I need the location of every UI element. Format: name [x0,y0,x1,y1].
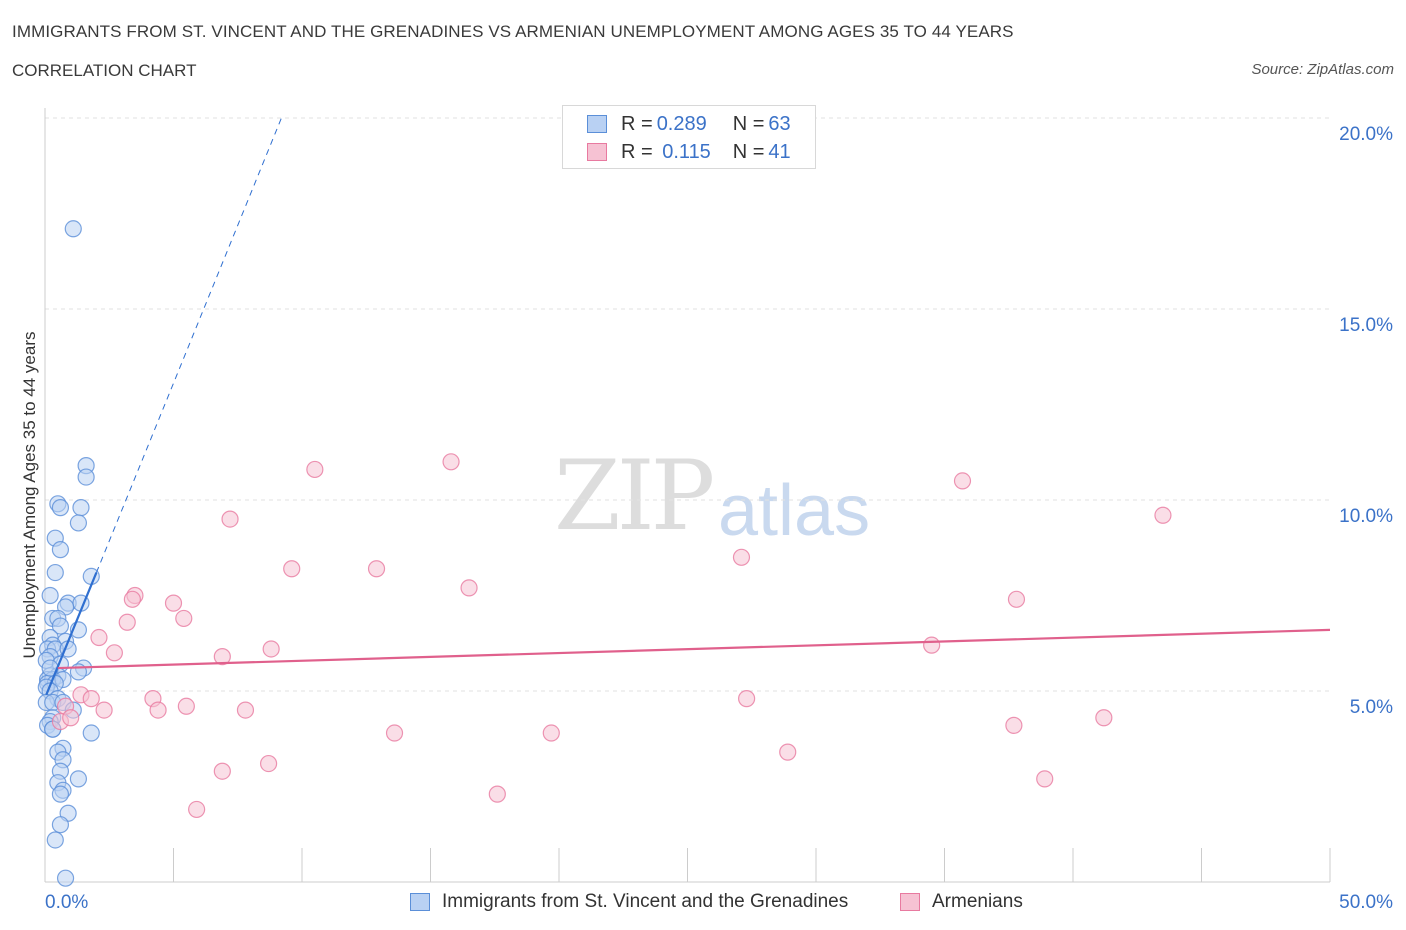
r-label-pink: R = [621,140,653,163]
n-value-pink: 41 [768,140,791,163]
blue-data-point [56,869,75,887]
pink-data-point [213,648,231,666]
pink-data-point [123,590,141,608]
pink-data-point [1005,716,1023,734]
blue-trend-extension [95,117,282,573]
legend-blue-label: Immigrants from St. Vincent and the Gren… [442,891,849,912]
legend-pink-label: Armenians [932,891,1023,912]
pink-data-point [259,754,278,773]
r-label-blue: R = [621,112,653,135]
pink-data-point [283,560,301,578]
pink-data-point [738,690,756,708]
blue-data-point [41,586,59,605]
pink-data-point [385,724,404,742]
blue-data-point [64,220,82,238]
y-tick-label: 10.0% [1339,506,1393,527]
pink-data-point [188,800,206,819]
stats-legend-row-pink: R = 0.115 N = 41 [587,138,791,166]
pink-trend-line [57,628,1331,670]
pink-data-point [1154,506,1172,524]
pink-data-point [732,548,751,566]
pink-data-point [213,762,231,780]
blue-data-point [51,541,70,559]
pink-data-point [542,724,560,742]
pink-data-point [221,510,239,528]
pink-swatch-icon [587,143,607,161]
pink-data-point [1036,770,1054,788]
y-tick-label: 20.0% [1339,124,1393,145]
pink-data-point [442,453,460,471]
blue-data-point [51,785,70,803]
blue-data-point [82,724,100,742]
legend-pink-swatch-icon [900,893,920,911]
pink-data-point [149,701,167,719]
watermark-atlas: atlas [718,471,871,551]
blue-data-point [51,617,70,635]
n-label-pink: N = [732,140,765,163]
legend-blue-swatch-icon [410,893,430,911]
pink-data-point [1007,590,1026,608]
blue-data-point [77,468,95,486]
source-label: Source: ZipAtlas.com [1251,61,1394,78]
blue-data-point [51,816,70,834]
pink-data-point [367,560,386,578]
y-tick-label: 15.0% [1339,315,1393,336]
blue-swatch-icon [587,115,607,133]
pink-data-point [236,701,255,719]
pink-data-point [164,594,183,612]
pink-data-point [105,644,123,662]
r-value-pink: 0.115 [656,140,711,163]
blue-data-point [51,499,70,517]
chart-title: IMMIGRANTS FROM ST. VINCENT AND THE GREN… [12,22,1014,41]
pink-data-point [953,472,972,490]
pink-data-point [488,785,506,803]
series-legend-blue: Immigrants from St. Vincent and the Gren… [410,889,848,915]
pink-data-point [923,636,941,654]
pink-data-point [95,701,113,719]
x-tick-label: 0.0% [45,892,88,913]
stats-legend-row-blue: R = 0.289 N = 63 [587,110,791,138]
blue-data-point [46,831,64,849]
x-tick-label: 50.0% [1339,892,1393,913]
pink-data-point [62,709,80,727]
series-legend-pink: Armenians [900,889,1023,915]
pink-data-point [779,743,797,761]
pink-data-point [1095,709,1113,727]
blue-data-point [72,499,90,517]
pink-data-point [82,690,100,708]
chart-subtitle: CORRELATION CHART [12,61,197,80]
pink-data-point [118,613,136,631]
pink-data-point [175,609,193,628]
pink-data-point [177,697,195,715]
blue-data-point [69,770,88,788]
y-tick-label: 5.0% [1350,697,1393,718]
blue-data-point [46,563,64,582]
pink-data-point [460,579,478,597]
pink-data-point [306,460,324,479]
pink-data-point [90,628,108,647]
pink-data-point [262,640,280,658]
y-axis-label: Unemployment Among Ages 35 to 44 years [20,331,39,659]
r-value-blue: 0.289 [656,112,707,135]
n-label-blue: N = [732,112,765,135]
n-value-blue: 63 [768,112,791,135]
blue-trend-line [45,572,98,696]
stats-legend: R = 0.289 N = 63 R = 0.115 N = 41 [562,105,816,169]
blue-data-point [69,514,88,532]
watermark-zip: ZIP [554,440,715,552]
